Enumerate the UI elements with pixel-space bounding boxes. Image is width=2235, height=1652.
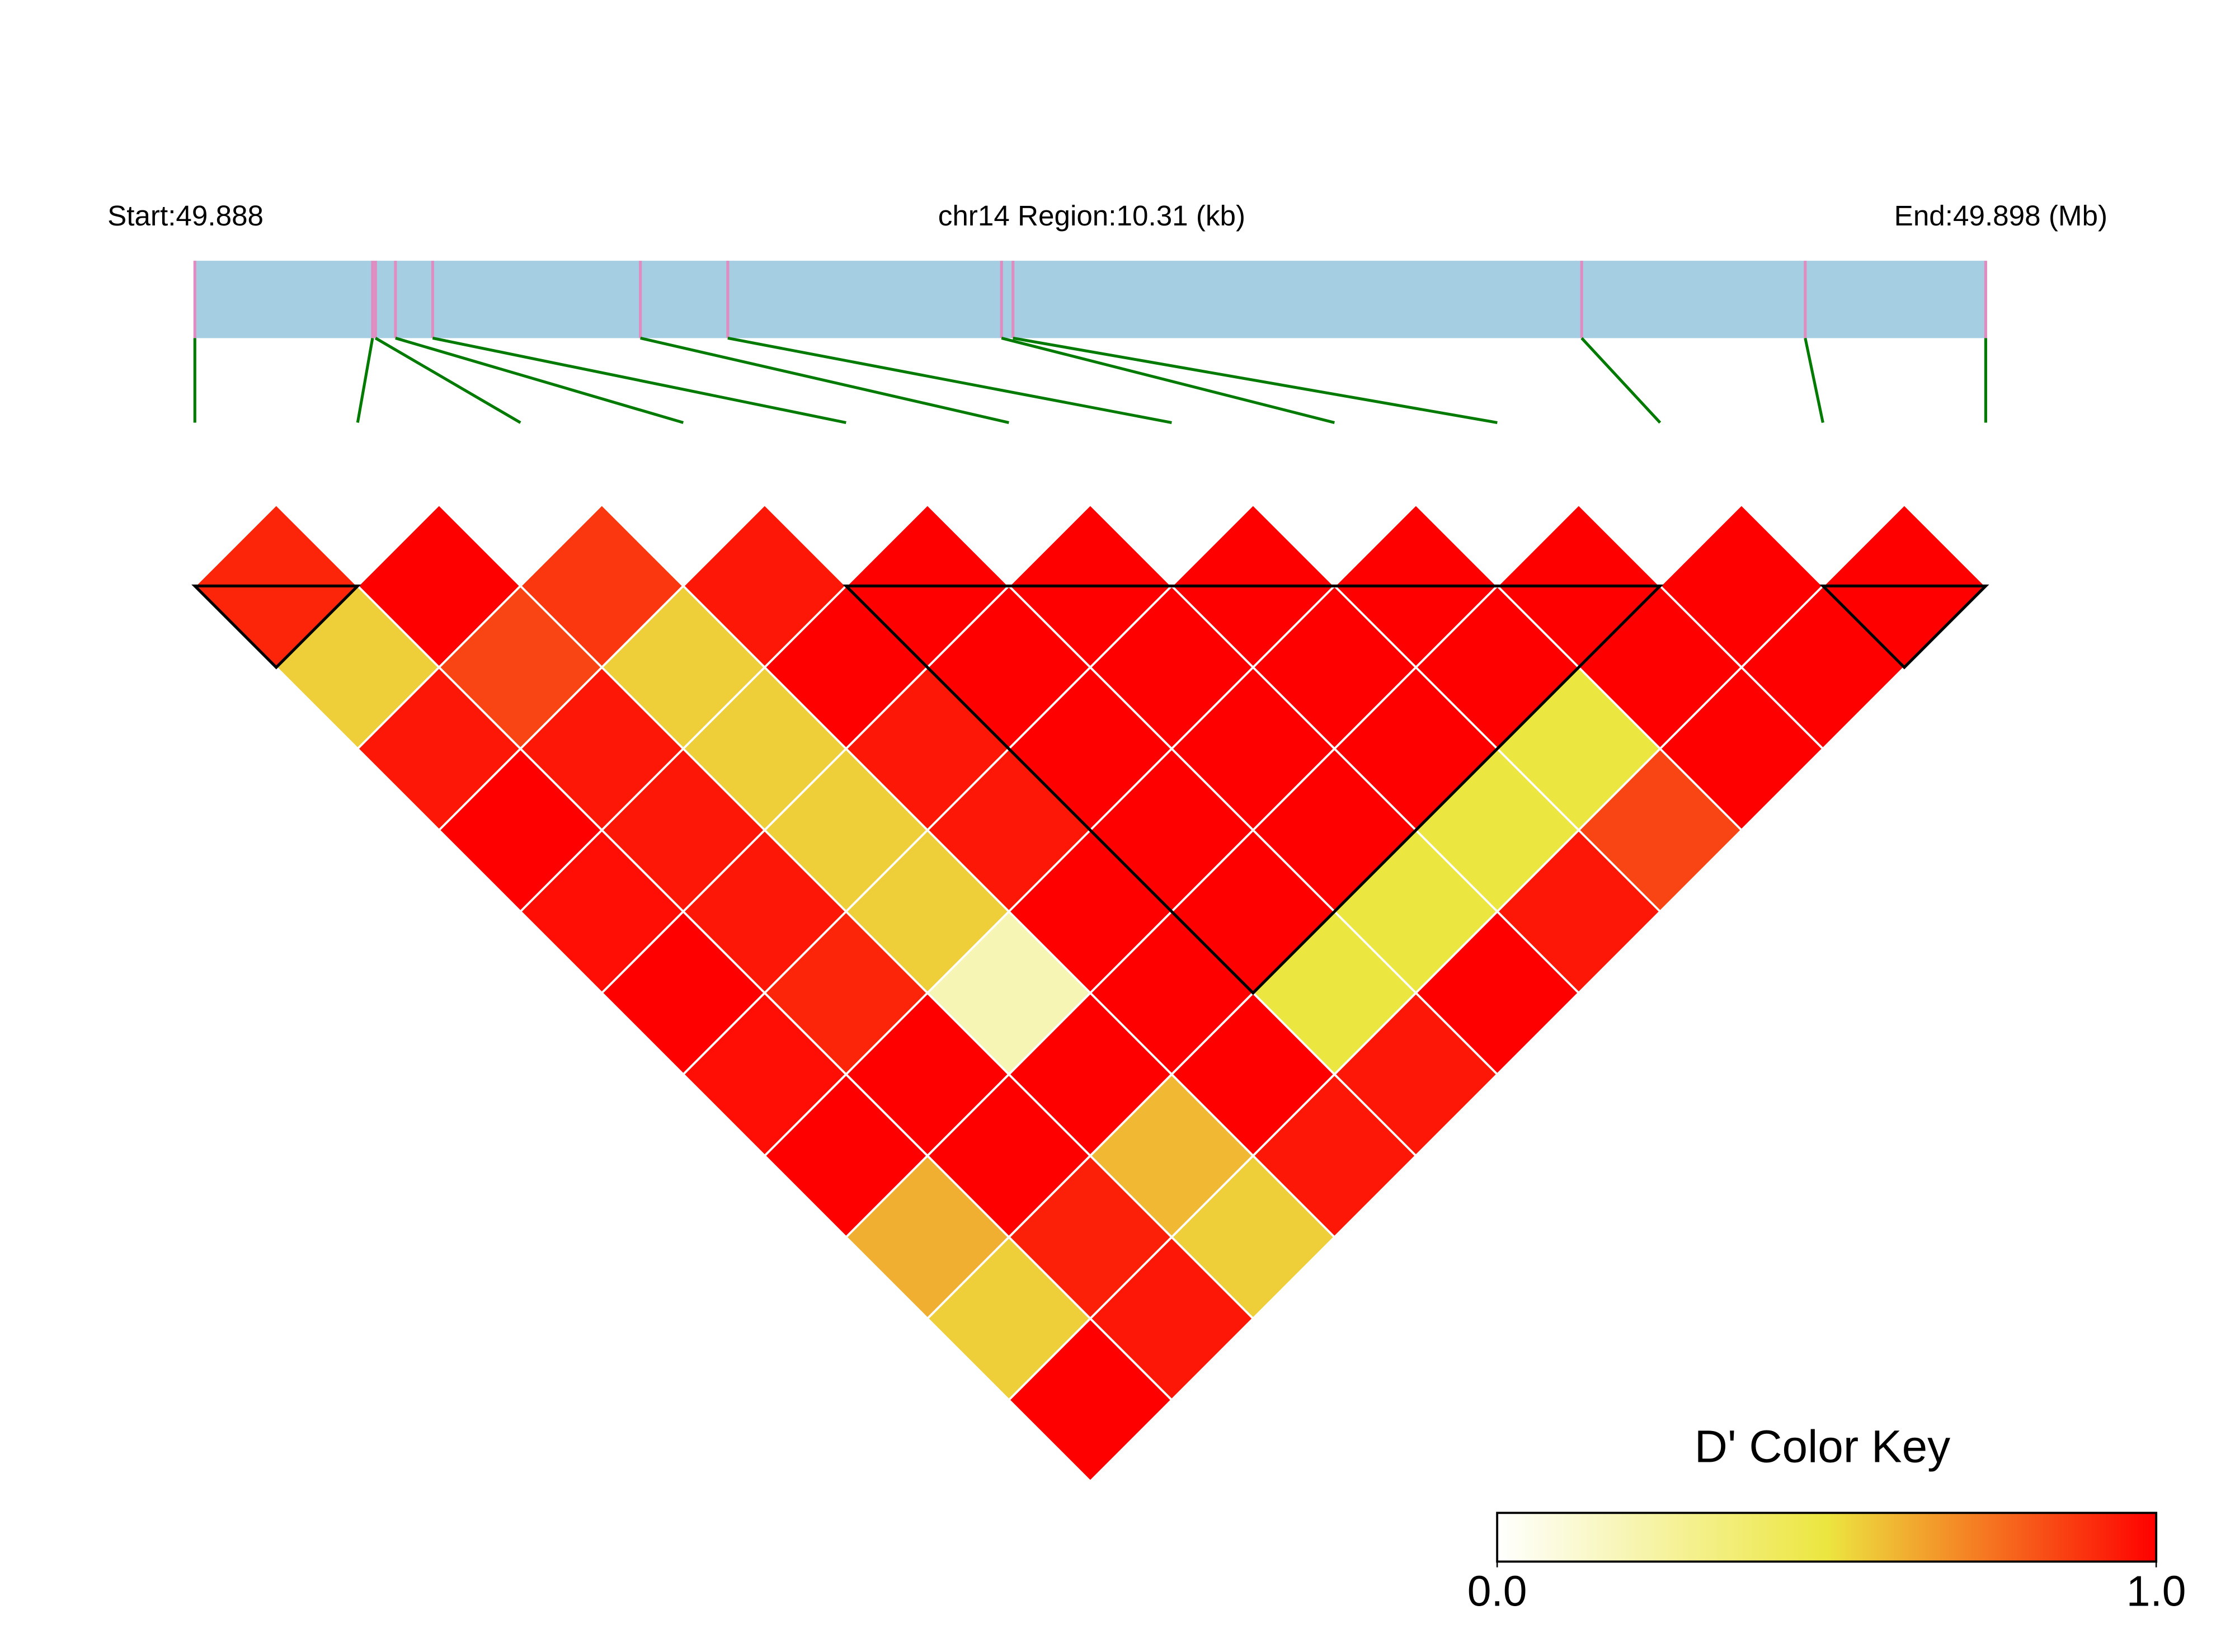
start-label: Start:49.888 — [107, 200, 264, 232]
snp-connector — [432, 336, 846, 424]
ld-cell — [1007, 1317, 1174, 1483]
ld-block — [191, 584, 361, 670]
snp-connector — [395, 336, 684, 424]
region-label: chr14 Region:10.31 (kb) — [938, 200, 1245, 232]
snp-connector — [727, 336, 1172, 424]
color-key — [1496, 1512, 2158, 1563]
snp-connector — [1001, 336, 1335, 424]
key-title: D' Color Key — [1695, 1421, 1950, 1472]
snp-connector — [374, 337, 521, 424]
snp-connector — [640, 336, 1009, 424]
ld-block — [1819, 584, 1989, 670]
snp-connector — [1580, 337, 1662, 424]
ld-block — [843, 584, 1664, 995]
key-tick-label: 0.0 — [1467, 1568, 1527, 1616]
chromosome-bar — [195, 261, 1986, 338]
snp-connector — [1804, 337, 1824, 423]
key-tick-label: 1.0 — [2126, 1568, 2186, 1616]
snp-connector — [356, 337, 374, 423]
end-label: End:49.898 (Mb) — [1894, 200, 2107, 232]
snp-connector — [1013, 336, 1498, 425]
